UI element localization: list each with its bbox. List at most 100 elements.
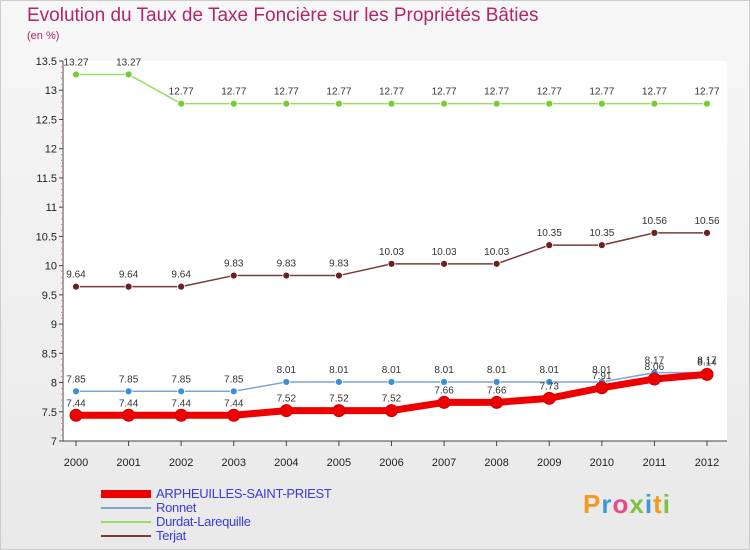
data-point (229, 271, 238, 280)
data-point (545, 99, 554, 108)
data-point (124, 70, 133, 79)
data-label: 7.66 (434, 385, 454, 396)
x-tick-label: 2005 (327, 457, 351, 469)
legend-label: ARPHEUILLES-SAINT-PRIEST (156, 486, 332, 501)
legend-label: Durdat-Larequille (156, 514, 251, 529)
data-label: 7.44 (66, 398, 86, 409)
x-tick-label: 2004 (274, 457, 298, 469)
data-label: 7.85 (171, 374, 191, 385)
data-label: 7.44 (171, 398, 191, 409)
proxiti-logo: Proxiti (583, 489, 671, 520)
y-tick-label: 12 (45, 144, 57, 156)
y-tick-label: 11 (46, 202, 57, 214)
data-label: 8.17 (697, 356, 717, 367)
data-label: 13.27 (116, 57, 141, 68)
data-point (492, 259, 501, 268)
data-point (385, 404, 398, 418)
data-label: 13.27 (63, 57, 88, 68)
data-point (229, 387, 238, 396)
data-label: 9.83 (277, 259, 297, 270)
data-label: 12.77 (537, 87, 562, 98)
data-point (177, 282, 186, 291)
data-point (174, 408, 188, 422)
data-label: 7.52 (277, 394, 297, 405)
x-tick-label: 2010 (590, 457, 614, 469)
data-point (335, 271, 343, 280)
data-point (387, 259, 396, 268)
x-tick-label: 2007 (432, 457, 456, 469)
data-point (72, 282, 80, 291)
data-point (387, 99, 396, 108)
y-tick-label: 12.5 (36, 114, 57, 126)
x-tick-label: 2000 (64, 457, 88, 469)
data-label: 12.77 (379, 87, 404, 98)
data-label: 7.85 (66, 374, 86, 385)
x-tick-label: 2003 (222, 457, 246, 469)
data-point (492, 99, 501, 108)
data-label: 10.03 (379, 247, 404, 258)
y-tick-label: 8.5 (42, 348, 57, 360)
y-tick-label: 11.5 (36, 173, 57, 185)
data-label: 7.52 (382, 394, 402, 405)
data-point (492, 378, 501, 386)
data-label: 12.77 (484, 87, 509, 98)
data-label: 10.56 (694, 216, 719, 227)
data-point (229, 99, 238, 108)
data-point (335, 378, 343, 386)
data-label: 7.52 (329, 394, 349, 405)
x-tick-label: 2011 (643, 457, 667, 469)
logo-letter: P (583, 489, 602, 519)
data-label: 8.01 (540, 365, 560, 376)
y-tick-label: 13.5 (36, 56, 57, 68)
data-point (650, 228, 659, 237)
data-label: 12.77 (169, 87, 194, 98)
data-label: 10.03 (484, 247, 509, 258)
y-tick-label: 10.5 (36, 231, 57, 243)
y-tick-label: 7.5 (42, 407, 57, 419)
data-point (124, 387, 133, 396)
y-tick-label: 9 (51, 319, 57, 331)
data-label: 7.85 (119, 374, 139, 385)
plot-area (61, 61, 727, 441)
y-tick-label: 8 (51, 378, 57, 390)
data-label: 7.91 (592, 371, 612, 382)
y-tick-label: 9.5 (42, 290, 57, 302)
data-label: 12.77 (642, 87, 667, 98)
legend-swatch (101, 521, 151, 523)
data-label: 9.64 (171, 270, 191, 281)
data-point (177, 99, 186, 108)
data-point (72, 70, 80, 79)
data-label: 10.35 (589, 228, 614, 239)
data-label: 7.73 (540, 381, 560, 392)
data-point (703, 99, 711, 108)
data-point (542, 391, 556, 405)
data-point (490, 395, 504, 409)
data-label: 8.01 (329, 365, 349, 376)
data-label: 10.03 (432, 247, 457, 258)
legend-swatch (101, 507, 151, 509)
data-label: 10.56 (642, 216, 667, 227)
logo-letter: t (653, 489, 663, 519)
data-point (595, 381, 609, 395)
data-point (700, 367, 714, 381)
data-label: 9.83 (329, 259, 349, 270)
data-point (647, 372, 661, 386)
x-tick-label: 2008 (484, 457, 508, 469)
data-label: 8.17 (645, 356, 665, 367)
data-point (279, 404, 293, 418)
legend-swatch (101, 490, 151, 498)
legend-swatch (101, 535, 151, 537)
data-label: 8.01 (487, 365, 507, 376)
data-point (437, 395, 451, 409)
logo-letter: r (601, 489, 613, 519)
data-label: 12.77 (694, 87, 719, 98)
data-point (597, 241, 606, 250)
data-point (440, 99, 448, 108)
y-tick-label: 13 (45, 85, 57, 97)
data-point (282, 378, 291, 386)
data-label: 7.66 (487, 385, 507, 396)
data-point (387, 378, 396, 386)
data-label: 12.77 (326, 87, 351, 98)
